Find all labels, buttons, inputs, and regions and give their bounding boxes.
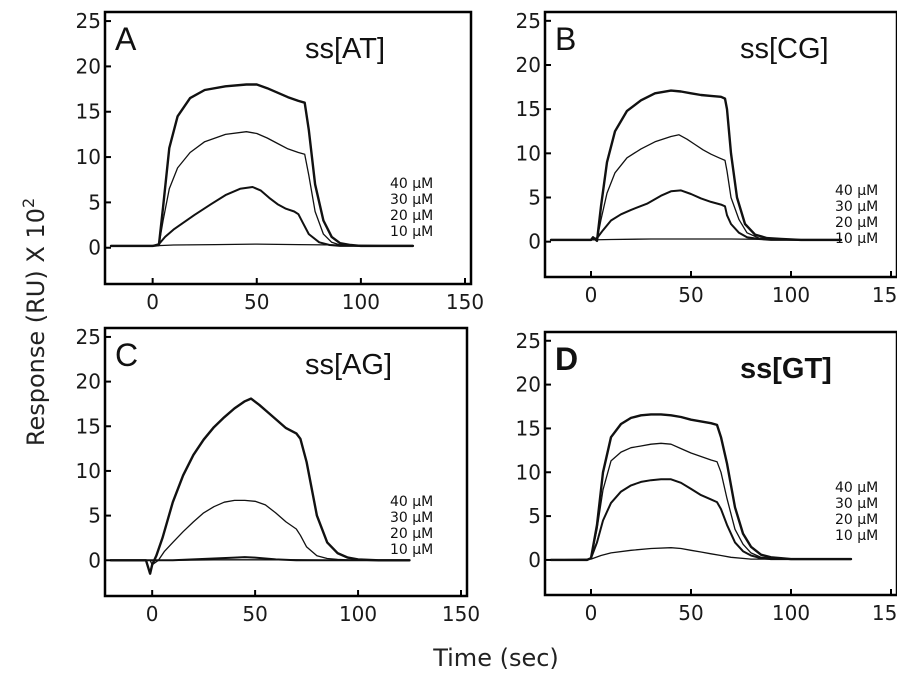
concentration-label: 10 μM — [390, 224, 433, 240]
y-tick-label: 20 — [516, 53, 541, 77]
panel-title: ss[GT] — [740, 353, 832, 385]
concentration-label: 10 μM — [390, 542, 433, 558]
concentration-label: 20 μM — [835, 512, 878, 528]
series-line-4 — [550, 238, 842, 241]
concentration-label: 10 μM — [835, 528, 878, 544]
x-axis-label: Time (sec) — [432, 644, 559, 672]
y-tick-label: 0 — [528, 230, 541, 254]
concentration-label: 30 μM — [835, 496, 878, 512]
panel-title: ss[CG] — [740, 33, 829, 65]
panel-letter: C — [115, 337, 138, 373]
y-tick-label: 20 — [76, 370, 101, 394]
panel-title: ss[AG] — [305, 349, 392, 381]
series-line-1 — [109, 397, 411, 575]
y-tick-label: 15 — [516, 416, 541, 440]
series-line-4 — [110, 559, 411, 561]
x-tick-label: 150 — [872, 601, 897, 625]
y-tick-label: 10 — [516, 460, 541, 484]
y-tick-label: 0 — [88, 548, 101, 572]
y-tick-label: 25 — [76, 325, 101, 349]
panel-letter: D — [555, 341, 578, 377]
x-tick-label: 0 — [146, 290, 159, 314]
series-line-3 — [550, 478, 852, 561]
concentration-label: 40 μM — [835, 183, 878, 199]
series-line-1 — [109, 83, 415, 248]
concentration-label: 30 μM — [390, 510, 433, 526]
y-tick-label: 20 — [76, 54, 101, 78]
y-tick-label: 5 — [88, 504, 101, 528]
concentration-label: 40 μM — [390, 494, 433, 510]
series-line-3 — [550, 189, 842, 241]
panel-letter: A — [115, 21, 137, 57]
series-line-2 — [550, 134, 842, 241]
y-tick-label: 10 — [76, 459, 101, 483]
concentration-label: 40 μM — [390, 176, 433, 192]
x-tick-label: 50 — [242, 602, 267, 626]
series-line-1 — [549, 89, 843, 242]
concentration-label: 30 μM — [390, 192, 433, 208]
x-tick-label: 150 — [446, 290, 484, 314]
x-tick-label: 0 — [585, 283, 598, 307]
y-tick-label: 25 — [516, 9, 541, 33]
concentration-label: 20 μM — [390, 526, 433, 542]
y-tick-label: 20 — [516, 373, 541, 397]
plot-frame — [103, 326, 469, 598]
y-tick-label: 15 — [76, 414, 101, 438]
panel-title: ss[AT] — [305, 33, 385, 65]
x-tick-label: 50 — [244, 290, 269, 314]
x-tick-label: 0 — [146, 602, 159, 626]
x-tick-label: 0 — [585, 601, 598, 625]
series-line-4 — [550, 547, 852, 561]
panel-letter: B — [555, 21, 576, 57]
series-line-3 — [110, 186, 414, 247]
plot-frame — [543, 330, 897, 597]
x-tick-label: 100 — [339, 602, 377, 626]
x-tick-label: 100 — [772, 601, 810, 625]
concentration-label: 10 μM — [835, 231, 878, 247]
y-tick-label: 5 — [528, 186, 541, 210]
series-line-1 — [549, 413, 853, 562]
y-tick-label: 10 — [516, 141, 541, 165]
x-tick-label: 150 — [872, 283, 897, 307]
concentration-label: 30 μM — [835, 199, 878, 215]
concentration-label: 20 μM — [835, 215, 878, 231]
y-tick-label: 5 — [528, 504, 541, 528]
series-line-2 — [110, 131, 414, 247]
y-tick-label: 15 — [516, 97, 541, 121]
y-axis-label: Response (RU) X 102 — [19, 198, 50, 446]
series-line-2 — [550, 442, 852, 561]
plot-frame — [543, 10, 897, 279]
series-line-4 — [110, 243, 414, 247]
x-tick-label: 50 — [678, 283, 703, 307]
y-tick-label: 15 — [76, 100, 101, 124]
y-tick-label: 10 — [76, 145, 101, 169]
concentration-label: 40 μM — [835, 480, 878, 496]
x-tick-label: 100 — [342, 290, 380, 314]
y-tick-label: 25 — [516, 329, 541, 353]
series-line-2 — [110, 499, 411, 566]
y-tick-label: 0 — [528, 548, 541, 572]
x-tick-label: 150 — [442, 602, 480, 626]
x-tick-label: 50 — [678, 601, 703, 625]
y-tick-label: 5 — [88, 190, 101, 214]
plot-frame — [103, 10, 473, 286]
concentration-label: 20 μM — [390, 208, 433, 224]
x-tick-label: 100 — [772, 283, 810, 307]
y-tick-label: 0 — [88, 236, 101, 260]
y-tick-label: 25 — [76, 9, 101, 33]
